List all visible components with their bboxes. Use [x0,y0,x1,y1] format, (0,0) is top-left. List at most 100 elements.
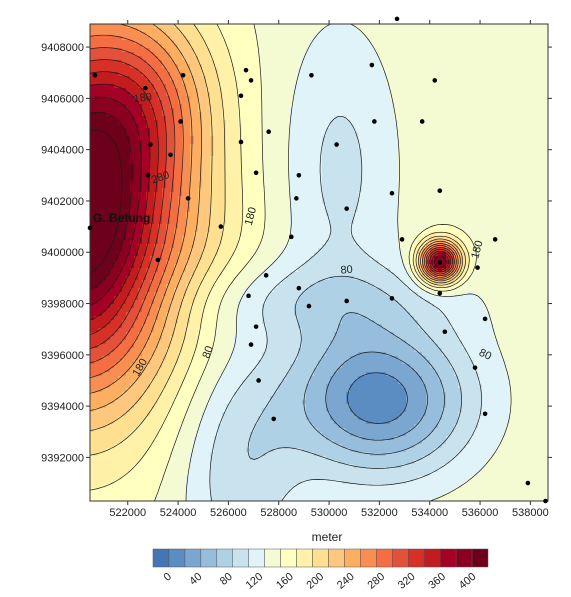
field-cell [130,332,135,337]
field-cell [202,200,207,205]
field-cell [246,440,251,445]
field-cell [214,168,219,173]
field-cell [210,388,215,393]
field-cell [246,208,251,213]
field-cell [138,448,143,453]
field-cell [106,376,111,381]
field-cell [114,28,119,33]
field-cell [202,420,207,425]
field-cell [138,304,143,309]
field-cell [130,384,135,389]
field-cell [106,476,111,481]
field-cell [198,396,203,401]
field-cell [170,328,175,333]
field-cell [226,196,231,201]
field-cell [122,220,127,225]
field-cell [106,144,111,149]
field-cell [134,128,139,133]
field-cell [238,84,243,89]
field-cell [214,192,219,197]
field-cell [122,404,127,409]
field-cell [238,68,243,73]
field-cell [162,328,167,333]
field-cell [126,332,131,337]
field-cell [154,56,159,61]
field-cell [158,44,163,49]
field-cell [170,296,175,301]
field-cell [194,148,199,153]
field-cell [214,120,219,125]
field-cell [94,256,99,261]
field-cell [238,304,243,309]
field-cell [158,32,163,37]
field-cell [186,280,191,285]
field-cell [190,124,195,129]
field-cell [94,404,99,409]
field-cell [142,328,147,333]
field-cell [186,220,191,225]
field-cell [202,160,207,165]
field-cell [198,48,203,53]
field-cell [186,32,191,37]
field-cell [194,144,199,149]
field-cell [102,452,107,457]
field-cell [94,56,99,61]
field-cell [166,64,171,69]
field-cell [138,328,143,333]
field-cell [154,484,159,489]
field-cell [166,172,171,177]
field-cell [186,24,191,29]
field-cell [126,80,131,85]
field-cell [182,492,187,497]
field-cell [102,448,107,453]
field-cell [122,260,127,265]
field-cell [230,116,235,121]
field-cell [218,140,223,145]
field-cell [150,148,155,153]
field-cell [102,144,107,149]
field-cell [226,212,231,217]
field-cell [170,52,175,57]
field-cell [234,264,239,269]
field-cell [126,380,131,385]
field-cell [206,292,211,297]
field-cell [202,432,207,437]
field-cell [110,452,115,457]
field-cell [222,100,227,105]
field-cell [230,464,235,469]
field-cell [138,384,143,389]
field-cell [110,476,115,481]
field-cell [254,320,259,325]
field-cell [106,40,111,45]
field-cell [242,252,247,257]
field-cell [222,260,227,265]
field-cell [194,152,199,157]
field-cell [150,308,155,313]
field-cell [110,312,115,317]
field-cell [182,28,187,33]
field-cell [90,472,95,477]
field-cell [230,180,235,185]
field-cell [122,292,127,297]
field-cell [190,208,195,213]
field-cell [114,320,119,325]
field-cell [210,496,215,501]
field-cell [186,156,191,161]
field-cell [174,312,179,317]
field-cell [166,452,171,457]
field-cell [222,340,227,345]
field-cell [238,204,243,209]
field-cell [210,328,215,333]
field-cell [186,492,191,497]
field-cell [182,344,187,349]
field-cell [198,168,203,173]
field-cell [118,92,123,97]
field-cell [126,48,131,53]
field-cell [142,64,147,69]
field-cell [206,252,211,257]
field-cell [134,448,139,453]
field-cell [158,40,163,45]
field-cell [114,56,119,61]
field-cell [226,480,231,485]
field-cell [182,148,187,153]
